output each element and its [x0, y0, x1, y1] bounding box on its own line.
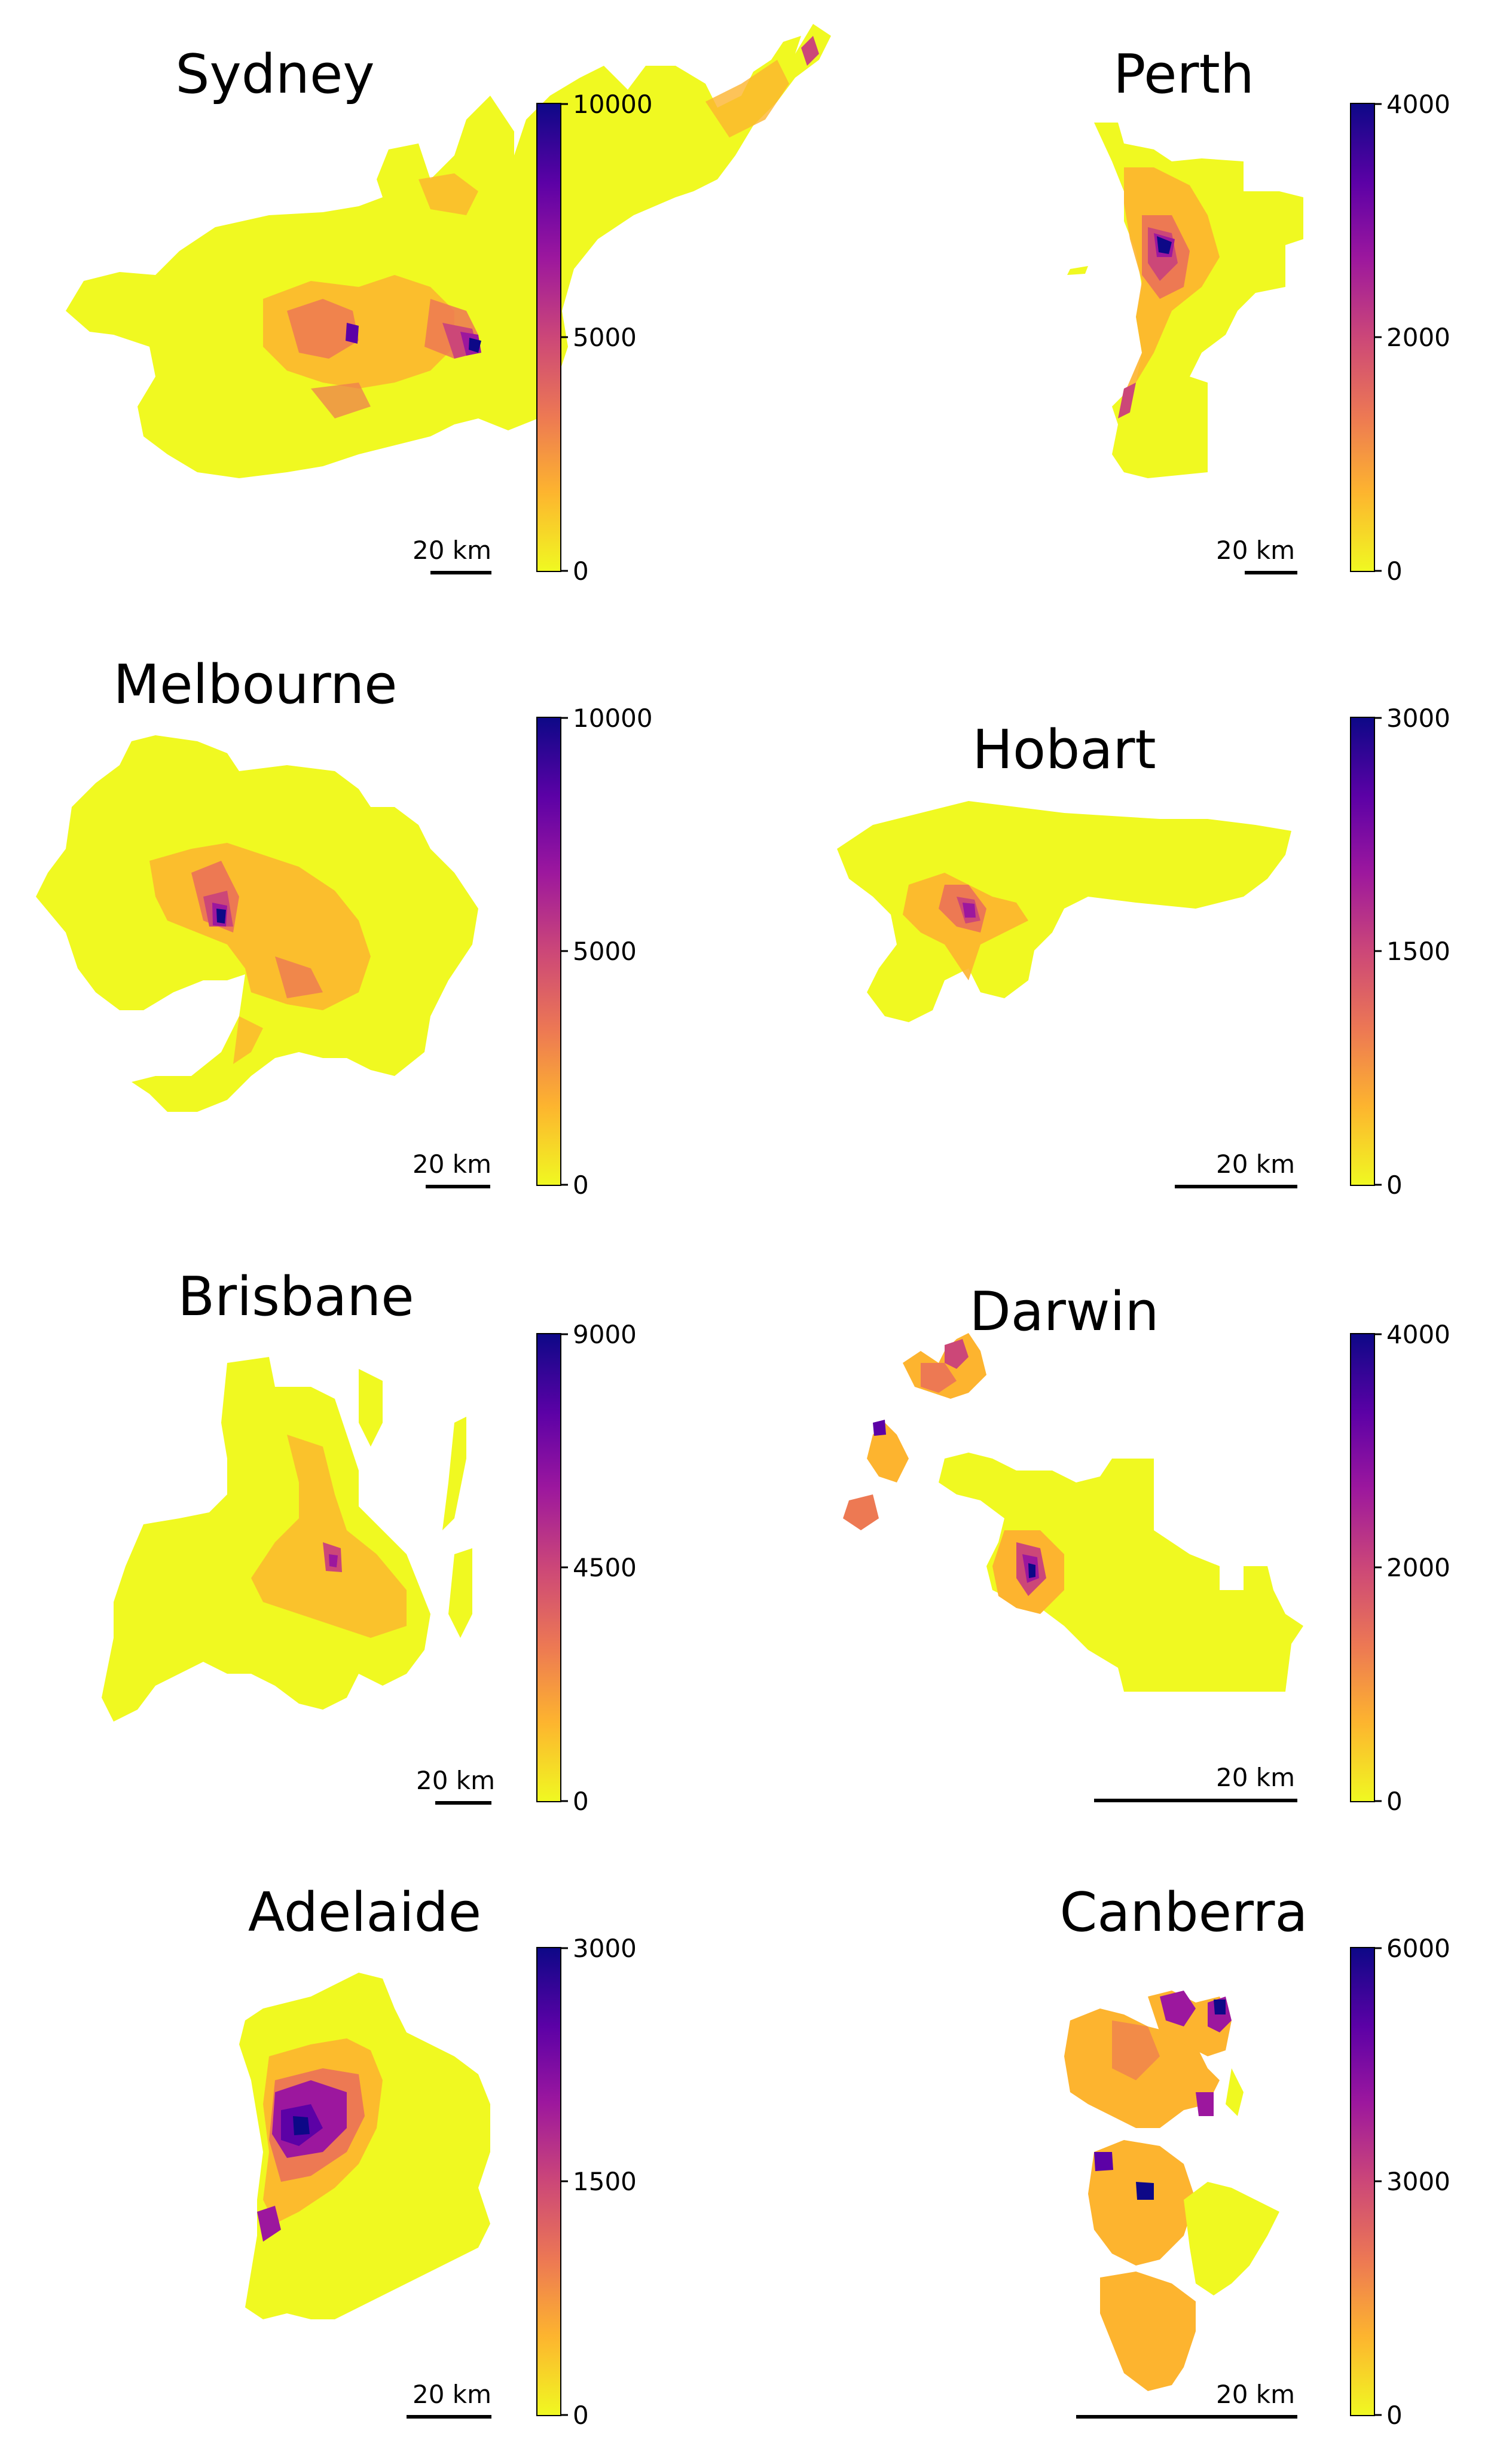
panel-title: Brisbane [178, 1265, 414, 1328]
colorbar-tick-mid: 1500 [573, 2167, 637, 2196]
colorbar-tick-min: 0 [573, 2401, 589, 2430]
panel-sydney: Sydney 20 km 10000 5000 0 [66, 24, 831, 586]
panel-title: Melbourne [113, 653, 397, 716]
colorbar-tick-max: 10000 [573, 704, 653, 733]
scale-bar-label: 20 km [1216, 536, 1295, 565]
choropleth-map [837, 801, 1291, 1022]
panel-perth: Perth 20 km 4000 2000 0 [1067, 43, 1450, 586]
colorbar-tick-mid: 3000 [1386, 2167, 1450, 2196]
panel-title: Adelaide [248, 1881, 481, 1944]
panel-title: Canberra [1059, 1881, 1308, 1944]
colorbar-tick-max: 4000 [1386, 1320, 1450, 1349]
scale-bar: 20 km [1094, 1763, 1297, 1802]
colorbar-tick-max: 10000 [573, 90, 653, 119]
panel-hobart: Hobart 20 km 3000 1500 0 [837, 704, 1450, 1200]
colorbar-tick-mid: 5000 [573, 937, 637, 966]
panel-title: Perth [1113, 43, 1254, 106]
panel-title: Hobart [972, 719, 1156, 781]
colorbar-tick-max: 9000 [573, 1320, 637, 1349]
colorbar-tick-mid: 5000 [573, 323, 637, 352]
panel-melbourne: Melbourne 20 km 10000 5000 0 [36, 653, 653, 1200]
colorbar: 3000 1500 0 [1350, 704, 1450, 1200]
colorbar-tick-min: 0 [573, 1787, 589, 1816]
choropleth-map [1064, 1991, 1279, 2391]
panel-darwin: Darwin 20 km 4000 2000 0 [843, 1280, 1450, 1816]
colorbar-tick-max: 4000 [1386, 90, 1450, 119]
colorbar-tick-min: 0 [573, 1170, 589, 1200]
scale-bar-label: 20 km [416, 1766, 495, 1795]
choropleth-map [1067, 123, 1303, 478]
scale-bar: 20 km [416, 1766, 495, 1805]
panel-brisbane: Brisbane 20 km 9000 4500 0 [102, 1265, 637, 1816]
scale-bar-label: 20 km [413, 536, 491, 565]
choropleth-map [239, 1973, 490, 2319]
colorbar-tick-min: 0 [1386, 2401, 1403, 2430]
scale-bar: 20 km [407, 2380, 491, 2419]
colorbar-tick-max: 3000 [1386, 704, 1450, 733]
colorbar-tick-max: 6000 [1386, 1934, 1450, 1963]
colorbar-tick-mid: 2000 [1386, 1553, 1450, 1582]
panel-adelaide: Adelaide 20 km 3000 1500 0 [239, 1881, 637, 2430]
choropleth-map [36, 735, 478, 1112]
choropleth-map [66, 24, 831, 478]
colorbar: 4000 2000 0 [1350, 1320, 1450, 1816]
colorbar: 10000 5000 0 [536, 90, 653, 586]
colorbar-tick-mid: 1500 [1386, 937, 1450, 966]
scale-bar-label: 20 km [413, 1150, 491, 1179]
panel-title: Darwin [969, 1280, 1159, 1343]
colorbar-tick-min: 0 [1386, 1170, 1403, 1200]
scale-bar: 20 km [1175, 1150, 1297, 1188]
scale-bar: 20 km [1076, 2380, 1297, 2419]
colorbar: 3000 1500 0 [536, 1934, 637, 2430]
colorbar: 6000 3000 0 [1350, 1934, 1450, 2430]
scale-bar-label: 20 km [1216, 2380, 1295, 2409]
colorbar-tick-max: 3000 [573, 1934, 637, 1963]
choropleth-map [843, 1333, 1303, 1692]
colorbar: 10000 5000 0 [536, 704, 653, 1200]
scale-bar-label: 20 km [1216, 1150, 1295, 1179]
colorbar: 9000 4500 0 [536, 1320, 637, 1816]
scale-bar: 20 km [413, 536, 491, 574]
colorbar-tick-min: 0 [1386, 1787, 1403, 1816]
scale-bar: 20 km [1216, 536, 1297, 574]
scale-bar-label: 20 km [1216, 1763, 1295, 1792]
scale-bar: 20 km [413, 1150, 491, 1188]
colorbar-tick-mid: 2000 [1386, 323, 1450, 352]
panel-canberra: Canberra 20 km 6000 3000 [1059, 1881, 1450, 2430]
colorbar-tick-mid: 4500 [573, 1553, 637, 1582]
colorbar: 4000 2000 0 [1350, 90, 1450, 586]
panel-title: Sydney [175, 43, 374, 106]
colorbar-tick-min: 0 [573, 557, 589, 586]
scale-bar-label: 20 km [413, 2380, 491, 2409]
choropleth-map [102, 1357, 472, 1722]
colorbar-tick-min: 0 [1386, 557, 1403, 586]
